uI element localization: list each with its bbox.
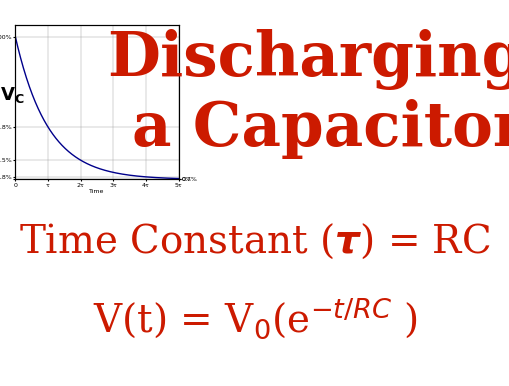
Text: Time Constant ($\boldsymbol{\tau}$) = RC: Time Constant ($\boldsymbol{\tau}$) = RC (19, 222, 490, 261)
Text: a Capacitor: a Capacitor (132, 99, 509, 159)
Text: V(t) = V$_0$(e$^{-t/RC}$ ): V(t) = V$_0$(e$^{-t/RC}$ ) (93, 296, 416, 341)
X-axis label: Time: Time (89, 190, 104, 195)
Text: Discharging: Discharging (107, 29, 509, 90)
Text: $\mathbf{V_C}$: $\mathbf{V_C}$ (1, 85, 25, 105)
